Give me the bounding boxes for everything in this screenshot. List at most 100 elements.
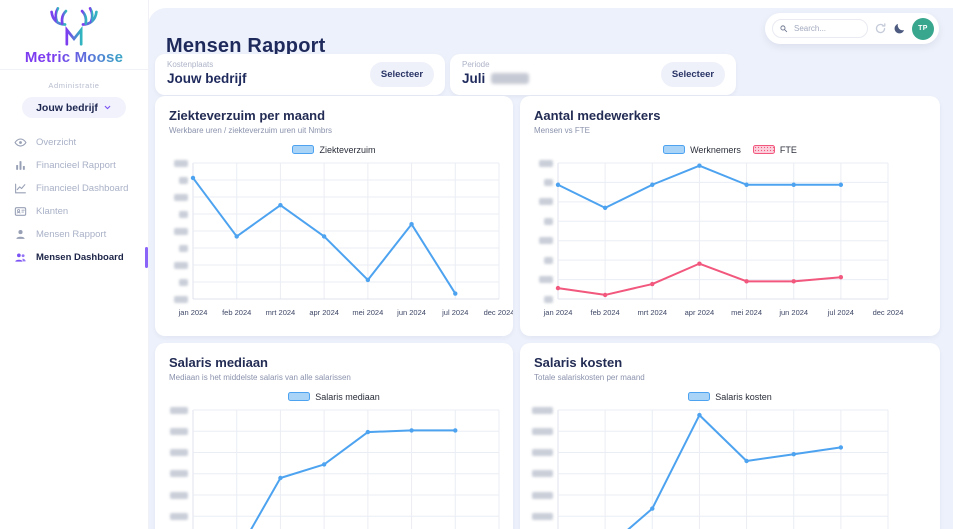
filter-label: Kostenplaats (167, 60, 214, 69)
dark-mode-moon-icon[interactable] (893, 22, 906, 35)
id-card-icon (14, 207, 27, 216)
chart-legend: Ziekteverzuim (169, 143, 499, 156)
redacted-y-tick-label (532, 449, 553, 456)
moose-antlers-icon (50, 7, 98, 46)
sidebar-item-label: Overzicht (36, 137, 77, 148)
sidebar-item-klanten[interactable]: Klanten (0, 200, 148, 223)
redacted-y-tick-label (179, 278, 188, 286)
redacted-y-tick-label (539, 276, 553, 284)
y-axis-redacted-labels (169, 159, 193, 320)
y-axis-redacted-labels (169, 406, 193, 529)
sidebar-item-financieel-rapport[interactable]: Financieel Rapport (0, 154, 148, 177)
sidebar-item-overzicht[interactable]: Overzicht (0, 131, 148, 154)
page-title: Mensen Rapport (166, 35, 326, 58)
redacted-year (491, 73, 530, 84)
filter-label: Periode (462, 60, 490, 69)
legend-item[interactable]: Werknemers (663, 145, 741, 155)
search-box[interactable] (772, 19, 868, 38)
filter-value: Jouw bedrijf (167, 71, 247, 86)
x-axis-label: apr 2024 (684, 308, 715, 317)
redacted-y-tick-label (174, 159, 188, 167)
search-input[interactable] (792, 23, 860, 34)
chevron-down-icon (104, 105, 111, 110)
redacted-y-tick-label (539, 198, 553, 206)
sidebar-item-label: Klanten (36, 206, 69, 217)
sidebar: Metric Moose Administratie Jouw bedrijf … (0, 0, 149, 529)
redacted-y-tick-label (174, 295, 188, 303)
legend-item[interactable]: Salaris kosten (688, 392, 772, 402)
refresh-icon[interactable] (874, 22, 887, 35)
legend-item[interactable]: Ziekteverzuim (292, 144, 376, 155)
bar-chart-icon (16, 161, 25, 170)
y-axis-redacted-labels (534, 159, 558, 320)
sidebar-item-mensen-dashboard[interactable]: Mensen Dashboard (0, 246, 148, 269)
redacted-y-tick-label (170, 491, 188, 499)
x-axis-label: mei 2024 (352, 308, 384, 317)
legend-label: Ziekteverzuim (319, 144, 376, 155)
legend-swatch (688, 392, 711, 401)
legend-item[interactable]: FTE (752, 144, 797, 155)
chart-title: Ziekteverzuim per maand (169, 108, 326, 123)
x-axis-label: feb 2024 (222, 308, 252, 317)
selecteer-button[interactable]: Selecteer (370, 62, 434, 87)
chart-title: Salaris mediaan (169, 355, 268, 370)
sidebar-section-label: Administratie (48, 81, 100, 90)
x-axis-label: jun 2024 (397, 308, 426, 317)
line-chart-icon (15, 183, 26, 194)
x-axis-label: jan 2024 (543, 308, 573, 317)
x-axis-label: jul 2024 (827, 308, 854, 317)
redacted-y-tick-label (539, 237, 553, 245)
redacted-y-tick-label (532, 406, 553, 414)
avatar[interactable]: TP (912, 17, 934, 40)
people-icon (15, 253, 26, 262)
x-axis-labels: jan 2024 feb 2024 mrt 2024 apr 2024 mei 2024… (179, 308, 513, 320)
chart-subtitle: Werkbare uren / ziekteverzuim uren uit N… (169, 126, 333, 135)
redacted-y-tick-label (170, 449, 188, 456)
redacted-y-tick-label (179, 176, 188, 184)
chart-title: Salaris kosten (534, 355, 623, 370)
filter-periode: Periode Juli Selecteer (450, 54, 736, 95)
sidebar-item-financieel-dashboard[interactable]: Financieel Dashboard (0, 177, 148, 200)
sidebar-item-label: Mensen Dashboard (36, 252, 124, 263)
redacted-y-tick-label (170, 406, 188, 414)
redacted-y-tick-label (174, 227, 188, 235)
x-axis-label: jun 2024 (779, 308, 809, 317)
chart-subtitle: Totale salariskosten per maand (534, 373, 645, 382)
legend-swatch (663, 145, 686, 154)
filter-value: Juli (462, 71, 486, 86)
sidebar-item-label: Financieel Dashboard (36, 183, 129, 194)
search-icon (780, 25, 788, 33)
person-icon (16, 230, 25, 239)
legend-item[interactable]: Salaris mediaan (288, 392, 380, 402)
x-axis-label: dec 2024 (872, 308, 904, 317)
company-selector[interactable]: Jouw bedrijf (22, 97, 126, 118)
legend-swatch (292, 145, 315, 154)
x-axis-label: jul 2024 (442, 308, 469, 317)
legend-label: Salaris mediaan (315, 391, 380, 402)
legend-label: FTE (779, 144, 797, 155)
chart-legend: Salaris mediaan (169, 390, 499, 403)
selecteer-button[interactable]: Selecteer (661, 62, 725, 87)
line-chart-svg (192, 409, 500, 529)
redacted-y-tick-label (544, 295, 553, 303)
redacted-y-tick-label (174, 261, 188, 269)
chart-card-ziekteverzuim: Ziekteverzuim per maand Werkbare uren / … (155, 96, 513, 336)
redacted-y-tick-label (539, 159, 553, 167)
redacted-y-tick-label (179, 244, 188, 252)
chart-card-salaris-kosten: Salaris kosten Totale salariskosten per … (520, 343, 940, 529)
x-axis-label: jan 2024 (178, 308, 208, 317)
x-axis-label: mrt 2024 (637, 308, 668, 317)
redacted-y-tick-label (544, 217, 553, 225)
redacted-y-tick-label (532, 491, 553, 499)
redacted-y-tick-label (544, 178, 553, 186)
legend-label: Werknemers (690, 144, 741, 155)
topbar: TP (765, 13, 939, 44)
sidebar-nav: Overzicht Financieel Rapport Financieel … (0, 131, 148, 269)
sidebar-item-label: Mensen Rapport (36, 229, 107, 240)
sidebar-item-mensen-rapport[interactable]: Mensen Rapport (0, 223, 148, 246)
redacted-y-tick-label (532, 470, 553, 478)
